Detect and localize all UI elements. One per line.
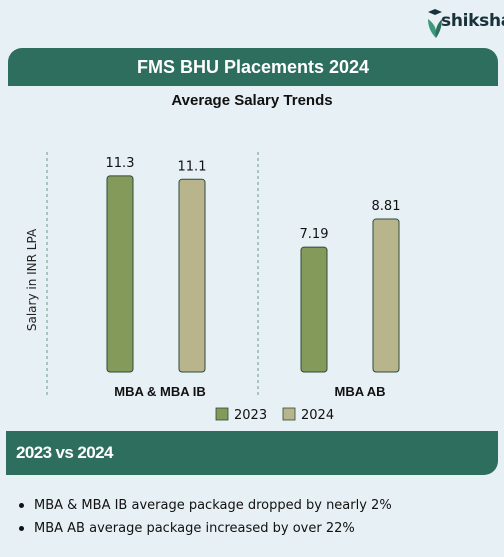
comparison-item: MBA AB average package increased by over… xyxy=(18,517,392,540)
comparison-list: MBA & MBA IB average package dropped by … xyxy=(18,494,392,540)
data-label: 7.19 xyxy=(300,227,329,242)
comparison-item-text: MBA & MBA IB average package dropped by … xyxy=(34,498,392,513)
comparison-banner: 2023 vs 2024 xyxy=(6,431,498,475)
title-banner: FMS BHU Placements 2024 xyxy=(8,48,498,86)
comparison-item: MBA & MBA IB average package dropped by … xyxy=(18,494,392,517)
bar-2023-0 xyxy=(106,175,134,373)
category-label: MBA AB xyxy=(334,384,385,399)
bullet-icon xyxy=(19,503,24,508)
data-label: 11.3 xyxy=(106,156,135,171)
legend-swatch xyxy=(282,407,296,421)
comparison-item-text: MBA AB average package increased by over… xyxy=(34,521,355,536)
salary-bar-chart: Salary in INR LPA 11.3 7.19 11.1 8.81 MBA & … xyxy=(25,152,401,423)
data-label: 11.1 xyxy=(178,159,207,174)
legend-label: 2024 xyxy=(301,408,334,423)
legend-label: 2023 xyxy=(234,408,267,423)
bar-2024-1 xyxy=(372,218,400,373)
graduation-cap-icon xyxy=(428,9,442,38)
data-label: 8.81 xyxy=(372,199,401,214)
page-title: FMS BHU Placements 2024 xyxy=(136,56,370,77)
category-label: MBA & MBA IB xyxy=(114,384,205,399)
shiksha-logo xyxy=(428,9,442,38)
brand-name: shiksha xyxy=(441,11,504,31)
bar-2023-1 xyxy=(300,246,328,373)
y-axis-label: Salary in INR LPA xyxy=(25,228,39,331)
chart-title: Average Salary Trends xyxy=(171,92,333,109)
bullet-icon xyxy=(19,526,24,531)
bar-2024-0 xyxy=(178,178,206,373)
legend-swatch xyxy=(215,407,229,421)
comparison-heading: 2023 vs 2024 xyxy=(16,443,113,462)
